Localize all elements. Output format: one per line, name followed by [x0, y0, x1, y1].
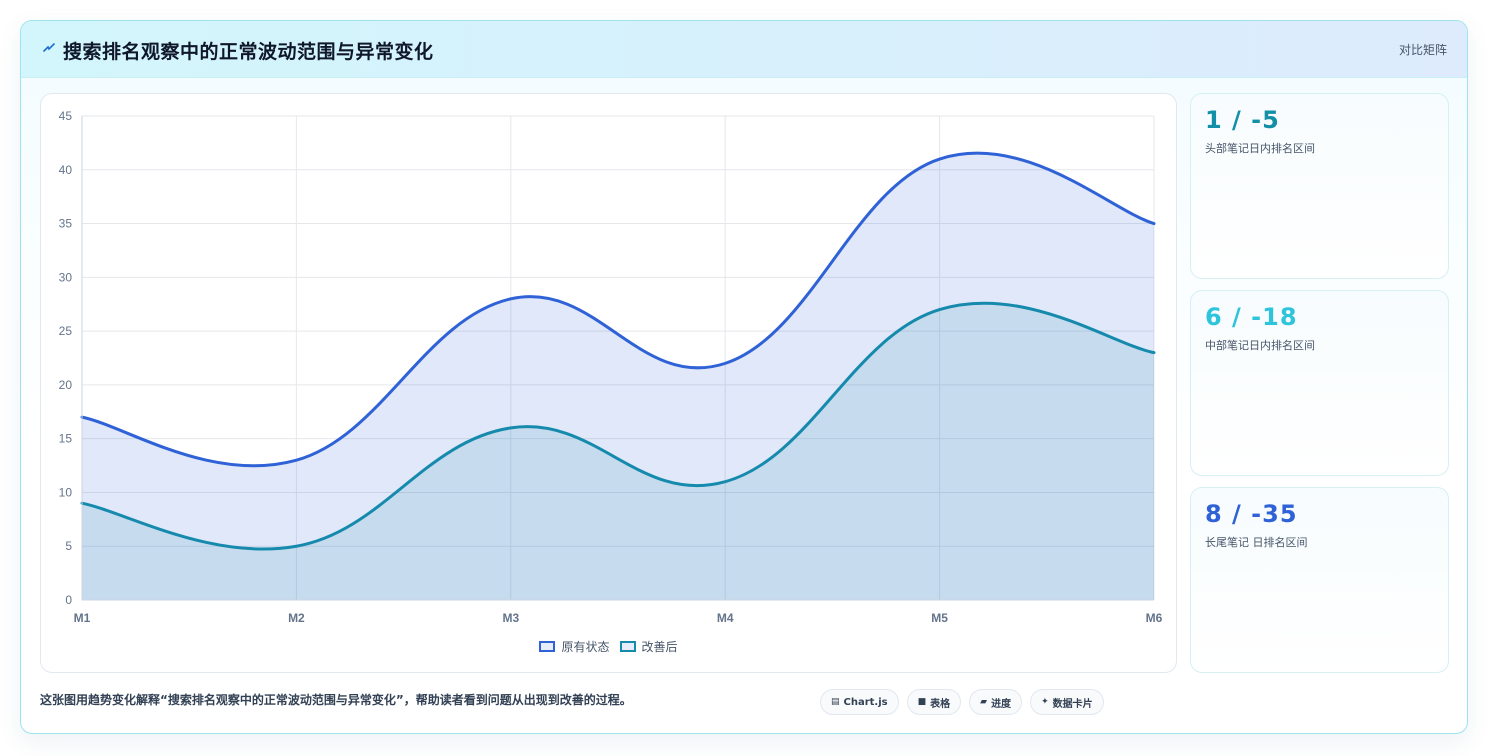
chip-label: 数据卡片 [1052, 698, 1093, 710]
y-tick-label: 40 [59, 163, 73, 177]
stat-label: 长尾笔记 日排名区间 [1205, 536, 1308, 549]
series-line-2 [80, 301, 1156, 551]
x-tick-label: M6 [1146, 611, 1163, 625]
sparkle-icon: ✦ [1041, 697, 1049, 707]
stat-label: 中部笔记日内排名区间 [1205, 339, 1315, 352]
card-header: 搜索排名观察中的正常波动范围与异常变化 对比矩阵 [21, 21, 1467, 78]
dashboard-card: 搜索排名观察中的正常波动范围与异常变化 对比矩阵 0 5 10 15 20 25 30 35 4… [20, 20, 1468, 734]
x-tick-label: M1 [74, 611, 91, 625]
y-tick-label: 0 [65, 593, 72, 607]
chart-panel: 0 5 10 15 20 25 30 35 40 45 M1 M2 M3 M4 M5 M6 原有状态 改善后 [40, 93, 1177, 673]
y-tick-label: 5 [65, 539, 72, 553]
stat-card-longtail: 8 / -35 长尾笔记 日排名区间 [1190, 487, 1449, 673]
y-tick-label: 30 [59, 270, 73, 284]
legend-swatch [619, 640, 636, 652]
stat-value: 6 / -18 [1205, 303, 1298, 331]
y-tick-label: 25 [59, 324, 73, 338]
compare-matrix-link[interactable]: 对比矩阵 [1398, 43, 1447, 57]
chip-chartjs[interactable]: ▤ Chart.js [820, 689, 899, 715]
lightning-icon [43, 43, 55, 52]
legend-item[interactable]: 改善后 [619, 638, 678, 655]
x-tick-label: M2 [288, 611, 305, 625]
y-tick-label: 35 [59, 217, 73, 231]
chip-data-card[interactable]: ✦ 数据卡片 [1030, 689, 1104, 715]
chip-label: 表格 [930, 698, 951, 710]
stat-value: 8 / -35 [1205, 500, 1298, 528]
chip-label: Chart.js [843, 696, 888, 708]
chip-progress[interactable]: ▰ 进度 [969, 689, 1023, 715]
legend-swatch [539, 640, 556, 652]
legend-item[interactable]: 原有状态 [539, 638, 610, 655]
chip-table[interactable]: ■ 表格 [906, 689, 962, 715]
area-chart: 0 5 10 15 20 25 30 35 40 45 M1 M2 M3 M4 M5 M6 [59, 109, 1163, 625]
x-tick-label: M3 [502, 611, 519, 625]
table-icon: ■ [917, 697, 927, 707]
x-tick-label: M4 [717, 611, 734, 625]
stat-label: 头部笔记日内排名区间 [1205, 142, 1315, 155]
chart-caption: 这张图用趋势变化解释“搜索排名观察中的正常波动范围与异常变化”，帮助读者看到问题… [40, 693, 632, 707]
tech-chips: ▤ Chart.js ■ 表格 ▰ 进度 ✦ 数据卡片 [820, 689, 1104, 715]
series-line-1 [80, 151, 1156, 468]
y-tick-label: 15 [59, 432, 73, 446]
stat-value: 1 / -5 [1205, 106, 1280, 134]
stat-card-middle: 6 / -18 中部笔记日内排名区间 [1190, 290, 1449, 476]
y-tick-label: 10 [59, 485, 73, 499]
stat-card-head: 1 / -5 头部笔记日内排名区间 [1190, 93, 1449, 279]
page-title: 搜索排名观察中的正常波动范围与异常变化 [63, 41, 434, 63]
chip-label: 进度 [991, 698, 1012, 710]
legend-label: 改善后 [641, 639, 678, 654]
series-area-1 [82, 153, 1154, 600]
x-tick-label: M5 [931, 611, 948, 625]
y-tick-label: 45 [59, 109, 73, 123]
progress-icon: ▰ [980, 697, 988, 707]
chart-legend: 原有状态 改善后 [41, 637, 1176, 655]
legend-label: 原有状态 [561, 639, 610, 654]
chart-icon: ▤ [831, 697, 840, 707]
y-tick-label: 20 [59, 378, 73, 392]
